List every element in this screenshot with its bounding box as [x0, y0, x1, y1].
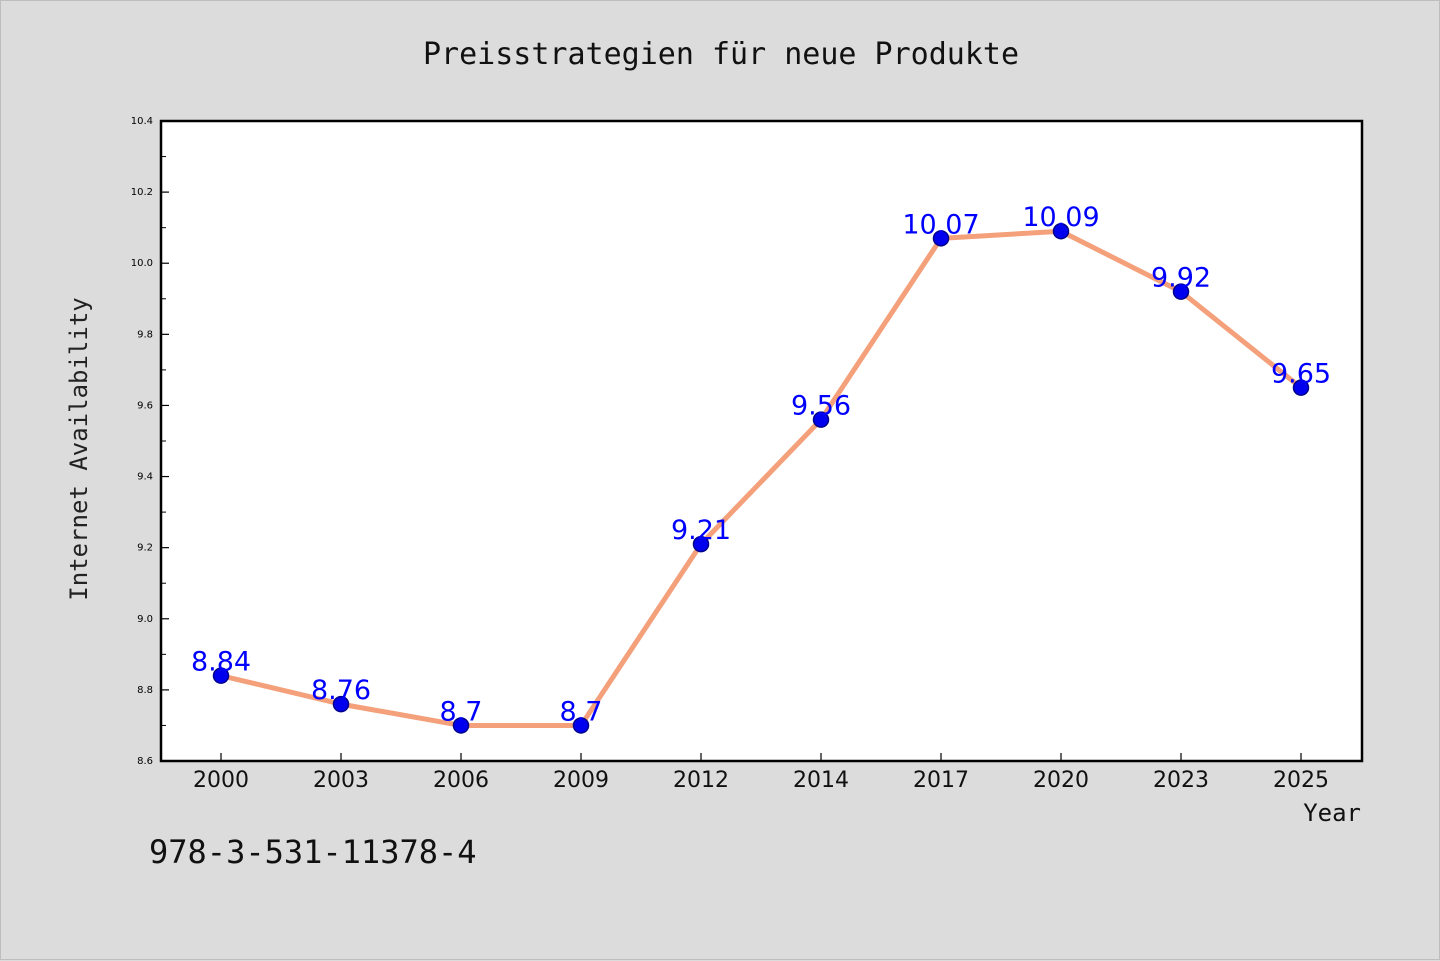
data-point: [1172, 283, 1190, 300]
x-tick-label: 2000: [193, 768, 249, 793]
data-label: 9.21: [671, 515, 731, 546]
x-tick-label: 2012: [673, 768, 729, 793]
data-label: 8.84: [191, 647, 251, 678]
chart-title: Preisstrategien für neue Produkte: [423, 37, 1019, 72]
x-axis-label: Year: [1303, 799, 1361, 827]
y-tick-label: 9.2: [137, 543, 153, 554]
data-label: 10.09: [1022, 202, 1099, 233]
data-label: 9.92: [1151, 263, 1211, 294]
data-point: [212, 667, 230, 684]
y-tick-label: 8.8: [137, 685, 153, 696]
data-label: 10.07: [902, 209, 979, 240]
x-tick-label: 2020: [1033, 768, 1089, 793]
x-tick-label: 2017: [913, 768, 969, 793]
y-axis-label: Internet Availability: [65, 297, 93, 600]
data-point: [452, 717, 470, 734]
y-tick-label: 9.8: [137, 329, 153, 340]
data-point: [812, 411, 830, 428]
x-tick-label: 2003: [313, 768, 369, 793]
data-label: 9.56: [791, 391, 851, 422]
data-point: [332, 695, 350, 713]
data-point: [1052, 222, 1070, 240]
data-point: [932, 230, 950, 247]
x-tick-label: 2025: [1273, 768, 1329, 793]
data-point: [1292, 379, 1310, 396]
plot-area: [161, 121, 1362, 761]
y-tick-label: 10.2: [131, 187, 153, 198]
data-point: [692, 535, 710, 553]
plot-frame: [159, 119, 1364, 763]
data-label: 8.7: [560, 696, 603, 727]
x-tick-label: 2006: [433, 768, 489, 793]
isbn-text: 978-3-531-11378-4: [149, 833, 477, 871]
y-tick-label: 10.0: [131, 258, 153, 269]
data-point: [572, 717, 590, 734]
series-line: [218, 228, 1304, 728]
y-tick-label: 9.4: [137, 472, 153, 483]
x-tick-label: 2023: [1153, 768, 1209, 793]
y-tick-label: 8.6: [137, 756, 153, 767]
x-tick-label: 2009: [553, 768, 609, 793]
y-tick-label: 10.4: [131, 116, 153, 127]
y-tick-label: 9.6: [137, 400, 153, 411]
data-label: 9.65: [1271, 359, 1331, 390]
data-label: 8.76: [311, 675, 371, 706]
data-label: 8.7: [440, 696, 483, 727]
x-tick-label: 2014: [793, 768, 849, 793]
y-tick-label: 9.0: [137, 614, 153, 625]
